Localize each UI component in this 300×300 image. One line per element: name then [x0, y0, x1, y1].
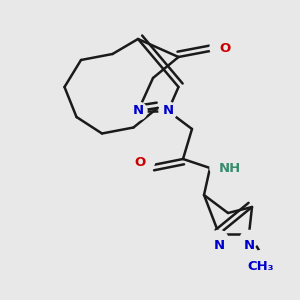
Text: CH₃: CH₃: [248, 260, 274, 272]
Circle shape: [240, 230, 258, 248]
Circle shape: [136, 153, 154, 171]
Text: O: O: [219, 41, 230, 55]
Text: NH: NH: [219, 161, 241, 175]
Text: N: N: [132, 104, 144, 118]
Circle shape: [210, 230, 228, 248]
Text: N: N: [213, 239, 225, 252]
Text: O: O: [134, 155, 146, 169]
Circle shape: [129, 102, 147, 120]
Text: N: N: [243, 239, 255, 252]
Text: N: N: [162, 104, 174, 118]
Circle shape: [210, 159, 228, 177]
Circle shape: [159, 102, 177, 120]
Circle shape: [252, 250, 270, 268]
Circle shape: [210, 39, 228, 57]
